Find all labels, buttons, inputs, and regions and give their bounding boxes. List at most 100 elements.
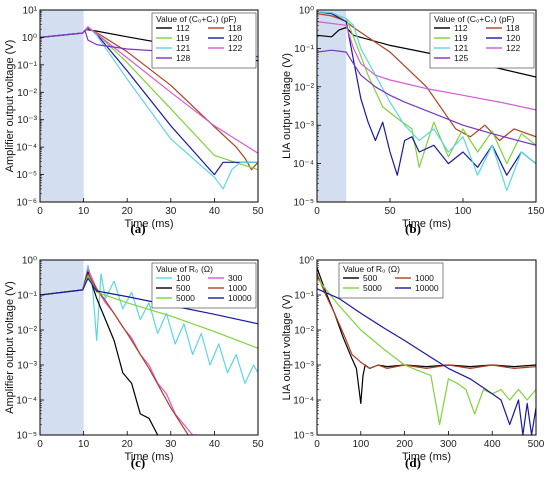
y-tick-label: 10⁻⁴ [293, 159, 314, 170]
series-line-120 [317, 11, 536, 176]
legend-entry: 5000 [176, 293, 195, 303]
legend-entry: 119 [176, 33, 190, 43]
x-tick-label: 50 [252, 439, 264, 450]
x-tick-label: 20 [122, 439, 134, 450]
x-tick-label: 0 [37, 439, 43, 450]
legend-box [429, 12, 535, 69]
shaded-region [317, 10, 347, 202]
legend: Value of (C₀+Cₛ) (pF)112 118 119 120 121 122 1… [429, 12, 535, 69]
x-tick-label: 10 [78, 439, 90, 450]
series-line-125 [317, 49, 536, 146]
x-tick-label: 400 [484, 439, 501, 450]
y-tick-label: 10⁻³ [17, 115, 37, 126]
x-axis-label: Time (ms) [124, 218, 173, 230]
y-axis-label: Amplifier output voltage (V) [4, 281, 16, 414]
series-line-5000 [317, 277, 536, 426]
legend-entry: 300 [228, 273, 242, 283]
shaded-region [40, 10, 84, 202]
y-tick-label: 10⁻² [17, 326, 37, 337]
x-tick-label: 500 [528, 439, 545, 450]
x-tick-label: 50 [384, 206, 396, 217]
plot-frame [316, 259, 537, 436]
x-axis-label: Time (ms) [124, 451, 173, 463]
legend-entry: 122 [506, 43, 520, 53]
x-tick-label: 50 [252, 206, 264, 217]
y-tick-label: 10⁻⁶ [16, 198, 37, 209]
y-axis-label: LIA output voltage (V) [281, 295, 293, 401]
y-tick-label: 10⁻¹ [17, 60, 37, 71]
legend-entry: 120 [228, 33, 242, 43]
legend-entry: 112 [176, 23, 190, 33]
legend-entry: 121 [454, 43, 468, 53]
x-tick-label: 40 [209, 206, 221, 217]
y-tick-label: 10⁻³ [294, 361, 314, 372]
legend-entry: 120 [506, 33, 520, 43]
legend-entry: 118 [228, 23, 242, 33]
legend-title: Value of R₀ (Ω) [343, 264, 400, 274]
y-tick-label: 10⁻³ [294, 121, 314, 132]
y-tick-label: 10⁻¹ [17, 291, 37, 302]
legend-entry: 112 [454, 23, 468, 33]
y-tick-label: 10⁻¹ [294, 44, 314, 55]
panel-caption: (b) [405, 221, 421, 236]
chart-a: 0 10 20 30 40 50 10⁻⁶ 10⁻⁵ 10⁻⁴ 10⁻³ 10⁻² 10⁻¹ 10⁰ 10… [4, 6, 264, 237]
legend-box [338, 262, 444, 299]
x-tick-label: 30 [165, 439, 177, 450]
series-group [40, 264, 258, 435]
legend-entry: 122 [228, 43, 242, 53]
x-tick-label: 100 [352, 439, 369, 450]
x-tick-label: 300 [440, 439, 457, 450]
y-axis-label: LIA output voltage (V) [281, 53, 293, 159]
y-tick-label: 10⁻² [294, 326, 314, 337]
y-tick-label: 10⁻⁵ [293, 431, 314, 442]
series-group [317, 267, 536, 435]
x-tick-label: 0 [37, 206, 43, 217]
x-tick-label: 30 [165, 206, 177, 217]
plot-frame [39, 259, 259, 436]
series-line-118 [317, 13, 536, 142]
x-tick-label: 150 [528, 206, 545, 217]
legend: Value of (C₀+Cₛ) (pF)112 118 119 120 121 122 1… [151, 12, 257, 69]
legend-entry: 118 [506, 23, 520, 33]
x-tick-label: 10 [78, 206, 90, 217]
series-line-1000 [317, 273, 536, 369]
legend-entry: 121 [176, 43, 190, 53]
x-tick-label: 100 [455, 206, 472, 217]
y-tick-label: 10⁰ [22, 33, 37, 44]
legend-entry: 5000 [363, 283, 382, 293]
y-tick-label: 10⁻⁴ [16, 396, 37, 407]
legend-box [151, 12, 257, 69]
legend-entry: 1000 [415, 273, 434, 283]
legend-entry: 125 [454, 53, 468, 63]
x-axis-label: Time (ms) [402, 218, 451, 230]
y-tick-label: 10⁻² [294, 82, 314, 93]
series-line-119 [317, 11, 536, 168]
legend: Value of R₀ (Ω)100 300 500 1000 5000 10000 [151, 262, 257, 309]
legend-entry: 119 [454, 33, 468, 43]
legend-entry: 10000 [415, 283, 439, 293]
series-line-100 [40, 264, 258, 384]
y-tick-label: 10⁻⁵ [16, 170, 37, 181]
legend-entry: 1000 [228, 283, 247, 293]
y-tick-label: 10⁻² [17, 88, 37, 99]
y-tick-label: 10⁻⁴ [293, 396, 314, 407]
x-axis-label: Time (ms) [402, 451, 451, 463]
y-tick-label: 10⁻⁵ [293, 198, 314, 209]
x-tick-label: 0 [314, 439, 320, 450]
x-tick-label: 40 [209, 439, 221, 450]
series-line-10000 [40, 277, 258, 325]
legend-entry: 500 [363, 273, 377, 283]
panel-caption: (d) [405, 455, 421, 470]
legend: Value of R₀ (Ω)500 1000 5000 10000 [338, 262, 444, 299]
chart-d: 0 100 200 300 400 500 10⁻⁵ 10⁻⁴ 10⁻³ 10⁻² 10⁻¹ 10⁰ T… [281, 256, 545, 471]
y-tick-label: 10⁻³ [17, 361, 37, 372]
series-line-10000 [317, 288, 536, 435]
y-tick-label: 10⁻⁵ [16, 431, 37, 442]
y-tick-label: 10¹ [23, 6, 38, 17]
plot-frame [316, 9, 537, 203]
legend-title: Value of R₀ (Ω) [156, 264, 213, 274]
y-tick-label: 10⁰ [299, 256, 314, 267]
chart-b: 0 50 100 150 10⁻⁵ 10⁻⁴ 10⁻³ 10⁻² 10⁻¹ 10⁰ Time (ms… [281, 6, 545, 237]
legend-title: Value of (C₀+Cₛ) (pF) [434, 14, 515, 24]
